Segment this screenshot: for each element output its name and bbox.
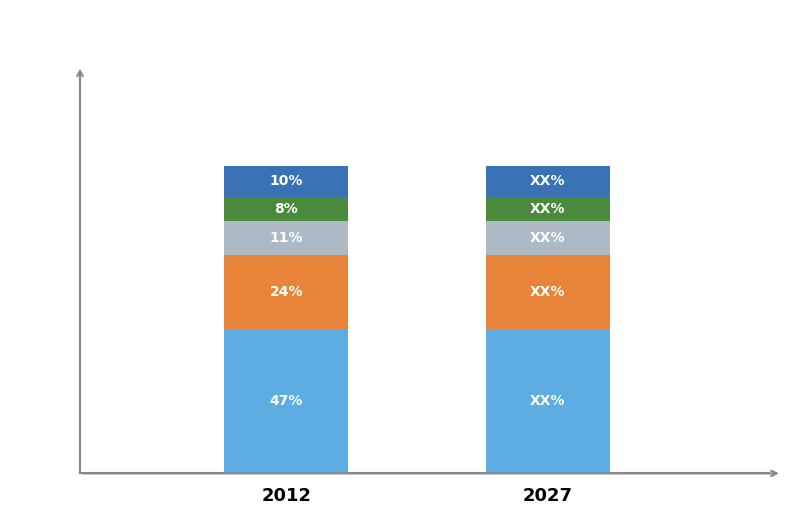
Bar	[486, 255, 610, 329]
Bar	[225, 197, 348, 221]
Text: XX%: XX%	[530, 231, 566, 245]
Bar	[486, 329, 610, 473]
Bar	[225, 166, 348, 197]
Bar	[486, 166, 610, 197]
Text: 47%: 47%	[270, 394, 303, 408]
Text: 24%: 24%	[270, 285, 303, 299]
Text: 11%: 11%	[270, 231, 303, 245]
Bar	[225, 329, 348, 473]
Text: 10%: 10%	[270, 174, 303, 188]
Bar	[486, 221, 610, 255]
Text: 8%: 8%	[274, 202, 298, 216]
Text: XX%: XX%	[530, 174, 566, 188]
Bar	[225, 255, 348, 329]
Text: XX%: XX%	[530, 394, 566, 408]
Text: Shift In Global Frozen Fruit Forms (2012-2027): Shift In Global Frozen Fruit Forms (2012…	[154, 22, 646, 41]
Text: XX%: XX%	[530, 285, 566, 299]
Bar	[486, 197, 610, 221]
Bar	[225, 221, 348, 255]
Text: XX%: XX%	[530, 202, 566, 216]
